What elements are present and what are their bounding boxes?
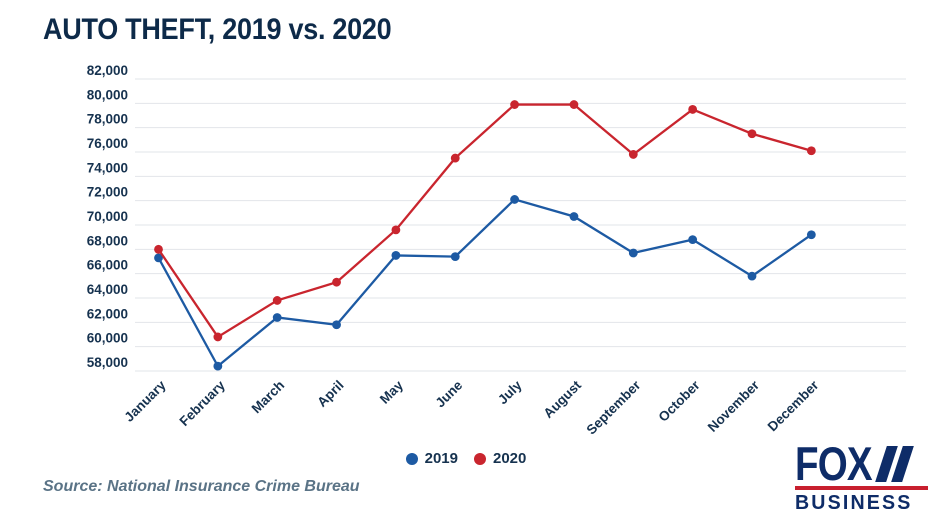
y-axis-tick-label: 82,000: [87, 63, 128, 78]
logo-text-fox: FOX: [795, 437, 873, 490]
y-axis-tick-label: 70,000: [87, 209, 128, 224]
x-axis-month-label: November: [705, 377, 763, 435]
data-point-2019: [272, 313, 282, 322]
source-attribution: Source: National Insurance Crime Bureau: [43, 478, 360, 495]
data-point-2020: [450, 153, 460, 163]
data-point-2020: [510, 100, 519, 109]
logo-red-bar: [795, 486, 928, 490]
y-axis-tick-label: 60,000: [87, 331, 128, 346]
data-point-2019: [806, 230, 816, 240]
data-point-2019: [747, 271, 757, 281]
legend-item-2019: 2019: [405, 450, 458, 467]
y-axis-tick-label: 62,000: [87, 306, 128, 321]
data-point-2019: [332, 320, 341, 330]
x-axis-month-label: September: [583, 377, 643, 437]
x-axis-month-label: April: [314, 378, 346, 410]
x-axis-month-label: January: [121, 377, 169, 425]
x-axis-month-label: July: [495, 377, 525, 407]
data-point-2020: [272, 296, 282, 305]
fox-business-logo: FOX BUSINESS: [795, 437, 928, 515]
data-point-2020: [213, 332, 223, 342]
x-axis-month-label: June: [432, 377, 465, 410]
series-line-2019: [157, 198, 813, 368]
y-axis-tick-label: 72,000: [87, 185, 128, 200]
y-axis-tick-label: 64,000: [87, 282, 128, 297]
legend-item-2020: 2020: [474, 450, 526, 467]
x-axis-month-label: August: [541, 377, 585, 421]
y-axis-tick-label: 66,000: [87, 258, 128, 273]
data-point-2020: [332, 277, 341, 287]
data-point-2019: [628, 248, 638, 258]
data-point-2020: [569, 100, 579, 109]
x-axis-month-label: December: [765, 377, 822, 434]
legend-dot-2020: [474, 452, 486, 465]
data-point-2020: [747, 129, 757, 139]
x-axis-month-label: February: [177, 377, 229, 429]
x-axis-month-label: March: [249, 378, 288, 417]
logo-text-business: BUSINESS: [795, 492, 913, 514]
legend-label: 2019: [424, 450, 458, 467]
data-point-2019: [569, 212, 579, 221]
data-point-2020: [154, 244, 163, 254]
x-axis-month-label: October: [656, 377, 704, 425]
series-line-2020: [157, 103, 812, 339]
y-axis-tick-label: 80,000: [87, 87, 128, 102]
y-axis-tick-label: 74,000: [87, 160, 128, 175]
data-point-2020: [688, 105, 698, 114]
data-point-2019: [510, 195, 519, 204]
x-axis-month-label: May: [377, 377, 407, 407]
data-point-2020: [391, 225, 401, 235]
data-point-2019: [688, 235, 698, 245]
legend-label: 2020: [493, 450, 527, 467]
data-point-2019: [154, 253, 163, 263]
data-point-2019: [391, 251, 401, 260]
data-point-2019: [450, 252, 460, 262]
data-point-2020: [628, 150, 638, 159]
searchlight-beams-icon: [874, 446, 914, 482]
data-point-2020: [806, 146, 816, 156]
data-point-2019: [213, 361, 223, 371]
page-title: AUTO THEFT, 2019 vs. 2020: [43, 13, 392, 46]
legend-dot-2019: [405, 452, 418, 465]
y-axis-tick-label: 68,000: [87, 233, 128, 248]
y-axis-tick-label: 78,000: [87, 112, 128, 127]
y-axis-tick-label: 58,000: [87, 355, 128, 370]
chart-legend: 2019 2020: [0, 450, 932, 467]
y-axis-tick-label: 76,000: [87, 136, 128, 151]
logo-top-row: FOX: [795, 437, 928, 490]
